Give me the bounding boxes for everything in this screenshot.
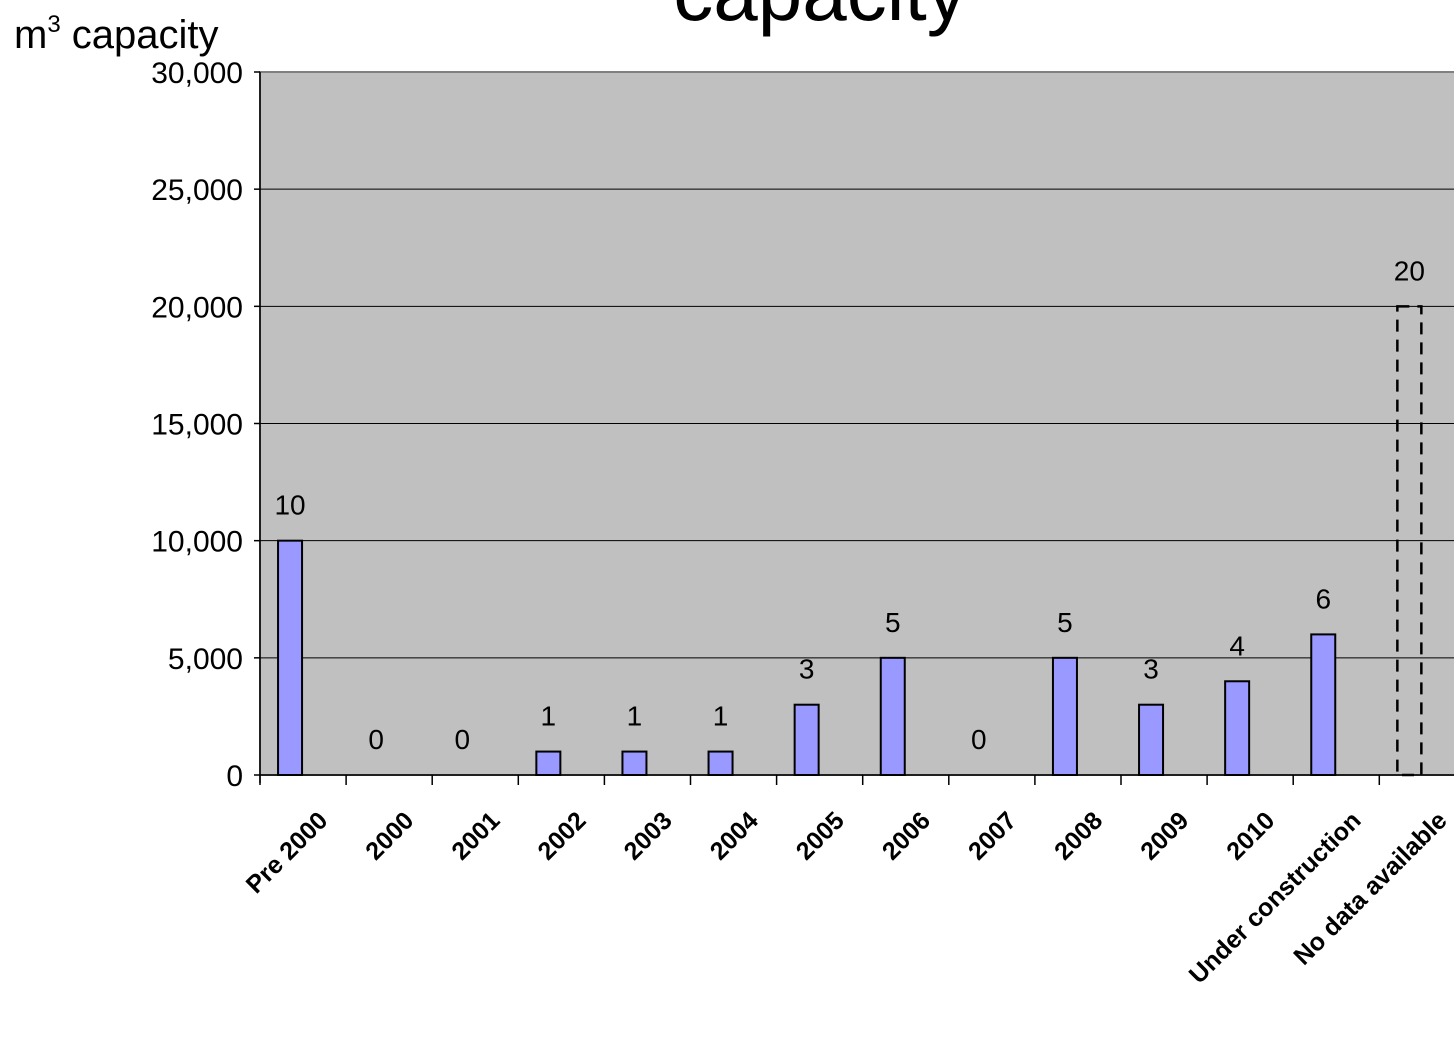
y-axis-label-base: m <box>14 13 47 57</box>
bar <box>277 539 304 777</box>
data-label: 0 <box>971 724 987 755</box>
x-tick-label: 2006 <box>877 806 936 865</box>
x-tick-label: 2001 <box>446 806 505 865</box>
data-label: 4 <box>1229 630 1245 661</box>
bar <box>1310 633 1337 777</box>
data-label: 3 <box>1143 654 1159 685</box>
bar <box>1224 680 1251 776</box>
data-label: 5 <box>885 607 901 638</box>
y-axis-label-rest: capacity <box>61 13 219 57</box>
x-tick-label: 2009 <box>1135 806 1194 865</box>
x-tick-label: 2005 <box>791 806 850 865</box>
bars <box>277 305 1423 777</box>
x-tick-label: 2010 <box>1221 806 1280 865</box>
x-tick-label: 2004 <box>705 806 764 865</box>
x-tick-label: 2003 <box>619 806 678 865</box>
bar <box>1051 656 1078 776</box>
data-label: 1 <box>713 701 729 732</box>
bar <box>621 750 648 776</box>
y-tick-label: 15,000 <box>151 409 243 442</box>
y-tick-label: 10,000 <box>151 526 243 559</box>
data-label: 0 <box>368 724 384 755</box>
data-label: 20 <box>1394 255 1425 286</box>
data-label: 10 <box>274 490 305 521</box>
data-label: 1 <box>541 701 557 732</box>
chart-title: capacity <box>673 0 966 37</box>
data-label: 1 <box>627 701 643 732</box>
bar <box>793 703 820 777</box>
bar <box>879 656 906 776</box>
data-labels: 10 0 0 1 1 1 3 5 0 5 3 4 6 20 <box>274 255 1424 755</box>
bar <box>535 750 562 776</box>
x-tick-label: No data available <box>1288 806 1452 970</box>
x-axis: Pre 2000 2000 2001 2002 2003 2004 2005 2006 2007… <box>241 774 1454 989</box>
bar <box>707 750 734 776</box>
x-tick-label: 2007 <box>963 806 1022 865</box>
x-tick-label: 2008 <box>1049 806 1108 865</box>
gridlines <box>260 188 1454 659</box>
y-tick-label: 0 <box>226 760 243 793</box>
x-tick-label: Pre 2000 <box>241 806 334 899</box>
y-axis-label-superscript: 3 <box>47 11 60 38</box>
data-label: 3 <box>799 654 815 685</box>
x-tick-label: 2002 <box>532 806 591 865</box>
bar <box>1138 703 1165 777</box>
x-tick-label: 2000 <box>360 806 419 865</box>
y-tick-label: 25,000 <box>151 174 243 207</box>
x-tick-label: Under construction <box>1184 806 1367 989</box>
y-tick-label: 5,000 <box>168 643 243 676</box>
y-axis: 0 5,000 10,000 15,000 20,000 25,000 30,000 <box>151 57 261 793</box>
bar <box>1396 305 1423 777</box>
data-label: 0 <box>454 724 470 755</box>
data-label: 5 <box>1057 607 1073 638</box>
y-axis-label: m3 capacity <box>14 11 219 57</box>
data-label: 6 <box>1315 583 1331 614</box>
y-tick-label: 20,000 <box>151 291 243 324</box>
y-tick-label: 30,000 <box>151 57 243 90</box>
